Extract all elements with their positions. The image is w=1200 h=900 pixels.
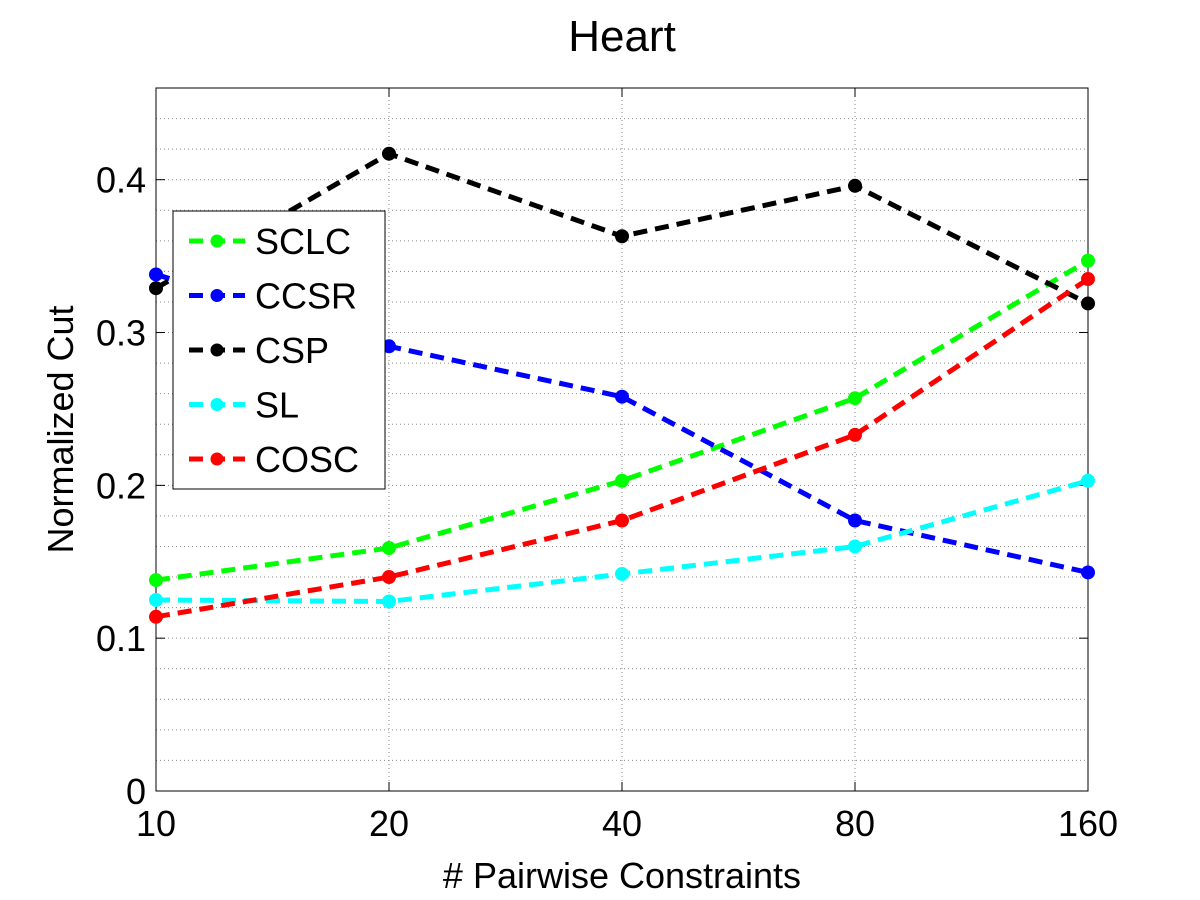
legend-marker-ccsr <box>210 289 224 302</box>
legend-box <box>172 210 386 490</box>
data-point-ccsr <box>848 513 862 528</box>
y-tick-label: 0 <box>126 771 146 812</box>
data-point-sclc <box>615 473 629 488</box>
x-tick-label: 160 <box>1058 803 1118 844</box>
legend-item-cosc: COSC <box>189 439 359 480</box>
legend-item-ccsr: CCSR <box>189 276 357 317</box>
series-sl <box>149 473 1095 609</box>
y-tick-label: 0.3 <box>96 313 146 354</box>
y-tick-label: 0.2 <box>96 465 146 506</box>
data-point-csp <box>848 178 862 193</box>
data-point-sl <box>848 539 862 554</box>
axis-ticks: 0 0.1 0.2 0.3 0.4 10 20 40 80 160 <box>96 88 1118 844</box>
data-point-csp <box>382 146 396 161</box>
y-tick-label: 0.1 <box>96 618 146 659</box>
legend-label: SL <box>255 385 299 426</box>
legend-marker-csp <box>210 343 224 357</box>
legend-label: CSP <box>255 330 329 371</box>
data-point-sclc <box>848 391 862 406</box>
legend-label: COSC <box>255 439 359 480</box>
legend-item-sclc: SCLC <box>189 221 351 262</box>
data-point-ccsr <box>615 389 629 404</box>
data-point-sclc <box>382 541 396 556</box>
legend-marker-sl <box>210 398 224 411</box>
series-lines <box>149 146 1095 624</box>
x-tick-label: 40 <box>602 803 642 844</box>
data-point-sl <box>1081 473 1095 488</box>
x-axis-label: # Pairwise Constraints <box>443 855 801 896</box>
y-axis-label: Normalized Cut <box>40 305 81 553</box>
data-point-ccsr <box>149 267 163 282</box>
legend-item-sl: SL <box>189 385 299 426</box>
data-point-sclc <box>149 573 163 588</box>
x-tick-label: 10 <box>136 803 176 844</box>
legend-marker-sclc <box>210 234 224 248</box>
data-point-sclc <box>1081 253 1095 268</box>
grid <box>156 88 1088 791</box>
data-point-cosc <box>615 513 629 528</box>
data-point-ccsr <box>1081 565 1095 580</box>
x-tick-label: 20 <box>369 803 409 844</box>
data-point-csp <box>615 229 629 244</box>
legend: SCLC CCSR CSP SL COSC <box>172 210 386 490</box>
data-point-cosc <box>382 570 396 585</box>
data-point-sl <box>615 566 629 581</box>
data-point-csp <box>149 281 163 296</box>
series-sclc <box>149 253 1095 588</box>
data-point-csp <box>1081 296 1095 311</box>
series-line-sclc <box>155 258 1090 583</box>
chart-title: Heart <box>568 12 676 61</box>
legend-marker-cosc <box>210 452 224 466</box>
series-cosc <box>149 272 1095 624</box>
legend-label: CCSR <box>255 276 357 317</box>
legend-label: SCLC <box>255 221 351 262</box>
y-tick-label: 0.4 <box>96 160 146 201</box>
series-csp <box>149 146 1095 311</box>
data-point-sl <box>149 592 163 607</box>
data-point-cosc <box>149 609 163 624</box>
data-point-cosc <box>848 427 862 442</box>
data-point-cosc <box>1081 272 1095 287</box>
series-line-cosc <box>155 276 1090 620</box>
x-tick-label: 80 <box>835 803 875 844</box>
legend-item-csp: CSP <box>189 330 329 371</box>
data-point-sl <box>382 594 396 609</box>
